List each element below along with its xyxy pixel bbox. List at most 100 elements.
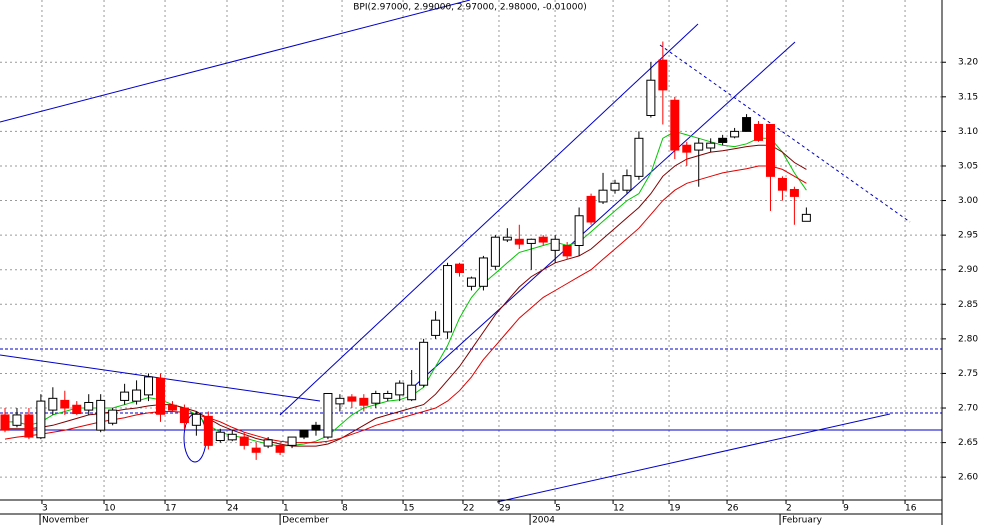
x-tick-label: 22 <box>463 504 474 514</box>
candle-body <box>215 431 225 442</box>
candle-body <box>646 79 656 116</box>
month-label: December <box>282 516 329 525</box>
candle-body <box>562 245 572 257</box>
candle-body <box>275 444 285 453</box>
candle-body <box>502 236 512 241</box>
candle-body <box>718 137 728 143</box>
annotations <box>0 0 942 503</box>
candle-body <box>371 392 381 404</box>
candle-body <box>586 195 596 223</box>
x-tick-label: 2 <box>786 504 792 514</box>
x-tick-label: 29 <box>499 504 511 514</box>
x-tick-label: 12 <box>613 504 624 514</box>
candle-body <box>239 436 249 446</box>
candle-body <box>323 392 333 438</box>
candle-body <box>120 391 130 401</box>
y-tick-label: 3.00 <box>958 196 978 206</box>
month-label: February <box>782 516 823 525</box>
candle-body <box>155 377 165 415</box>
candle-body <box>36 400 46 439</box>
y-tick-label: 2.60 <box>958 473 978 483</box>
trend-line <box>0 0 471 123</box>
candle-body <box>658 59 668 91</box>
x-tick-label: 26 <box>727 504 739 514</box>
chart-title: BPI(2.97000, 2.99000, 2.97000, 2.98000, … <box>353 3 587 13</box>
candle-body <box>132 389 142 402</box>
candle-body <box>167 404 177 411</box>
candle-body <box>622 175 632 191</box>
candle-body <box>299 429 309 438</box>
candle-body <box>550 238 560 251</box>
candle-body <box>395 382 405 396</box>
candle-body <box>311 424 321 431</box>
candle-body <box>203 415 213 446</box>
trend-line <box>279 23 699 416</box>
candle-body <box>598 189 608 203</box>
y-tick-label: 3.15 <box>958 92 978 102</box>
candle-body <box>514 238 524 245</box>
candle-body <box>72 404 82 415</box>
candle-body <box>335 397 345 405</box>
y-tick-label: 2.75 <box>958 369 978 379</box>
candle-body <box>754 123 764 141</box>
candle-body <box>96 399 106 431</box>
month-label: 2004 <box>532 516 555 525</box>
candle-body <box>287 436 297 446</box>
candle-body <box>419 341 429 386</box>
candle-body <box>694 142 704 151</box>
x-tick-label: 10 <box>104 504 116 514</box>
plot <box>0 41 811 460</box>
candle-body <box>526 238 536 244</box>
x-tick-label: 1 <box>283 504 289 514</box>
candle-body <box>443 265 453 333</box>
x-tick-label: 8 <box>342 504 348 514</box>
candle-body <box>574 215 584 247</box>
candle-body <box>383 392 393 399</box>
x-tick-label: 19 <box>669 504 681 514</box>
moving-average <box>5 144 807 447</box>
candle-body <box>84 401 94 411</box>
candle-body <box>455 263 465 273</box>
y-tick-label: 2.95 <box>958 231 978 241</box>
y-tick-label: 3.05 <box>958 161 978 171</box>
x-tick-label: 5 <box>555 504 561 514</box>
y-tick-label: 2.70 <box>958 404 978 414</box>
moving-average <box>4 165 807 444</box>
y-tick-label: 3.10 <box>958 127 978 137</box>
candle-body <box>742 117 752 132</box>
candle-body <box>765 123 775 177</box>
month-label: November <box>42 516 89 525</box>
candle-body <box>801 213 811 222</box>
x-tick-label: 15 <box>403 504 414 514</box>
x-tick-label: 9 <box>843 504 849 514</box>
y-tick-label: 3.20 <box>958 58 978 68</box>
candle-body <box>730 130 740 138</box>
candle-body <box>407 384 417 401</box>
candle-body <box>179 407 189 424</box>
candle-body <box>682 144 692 153</box>
candle-body <box>670 99 680 151</box>
candle-body <box>431 319 441 336</box>
candle-body <box>227 433 237 441</box>
candle-body <box>706 142 716 149</box>
candle-body <box>777 177 787 191</box>
y-tick-label: 2.90 <box>958 265 978 275</box>
candle-body <box>12 414 22 426</box>
candle-body <box>347 396 357 402</box>
trend-line <box>496 413 891 503</box>
candle-body <box>466 277 476 287</box>
candle-body <box>0 414 10 431</box>
candle-body <box>610 182 620 191</box>
x-tick-label: 3 <box>42 504 48 514</box>
candle-body <box>191 413 201 426</box>
candle-body <box>263 439 273 447</box>
x-tick-label: 24 <box>227 504 239 514</box>
candle-body <box>144 376 154 396</box>
candle-body <box>251 447 261 453</box>
candle-body <box>60 399 70 409</box>
candle-body <box>359 397 369 406</box>
candle-body <box>789 188 799 197</box>
candle-body <box>24 414 34 438</box>
candle-body <box>48 397 58 411</box>
